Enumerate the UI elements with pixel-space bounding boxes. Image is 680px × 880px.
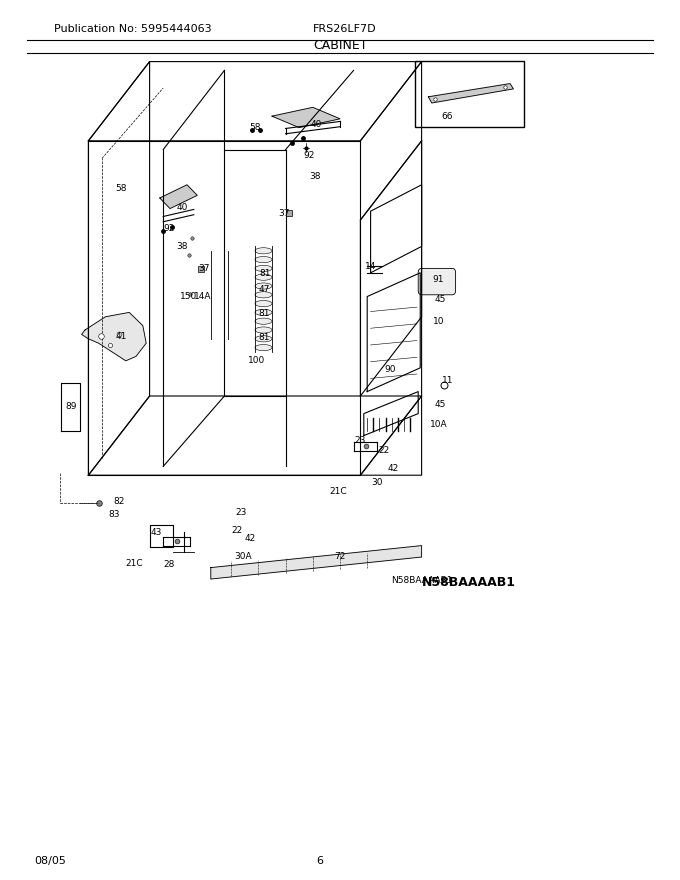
Text: 40: 40 [311, 121, 322, 129]
Text: 90: 90 [385, 365, 396, 374]
Text: 40: 40 [177, 203, 188, 212]
Ellipse shape [255, 344, 272, 351]
Text: 30: 30 [372, 478, 383, 487]
Text: 89: 89 [66, 402, 77, 411]
Text: 92: 92 [163, 224, 174, 233]
Bar [415, 61, 524, 127]
Ellipse shape [255, 319, 272, 325]
Text: 41: 41 [116, 332, 126, 341]
Text: 22: 22 [231, 526, 242, 535]
Text: 100: 100 [248, 356, 266, 365]
Polygon shape [82, 312, 146, 361]
FancyBboxPatch shape [418, 268, 456, 295]
Text: 28: 28 [163, 561, 174, 569]
Text: 81: 81 [258, 309, 269, 318]
Text: 66: 66 [442, 112, 453, 121]
Text: 14: 14 [365, 262, 376, 271]
Text: 10A: 10A [430, 420, 447, 429]
Text: N58BAAAAB1: N58BAAAAB1 [391, 576, 452, 585]
Text: 37: 37 [279, 209, 290, 218]
Text: 81: 81 [260, 269, 271, 278]
Ellipse shape [255, 257, 272, 263]
Text: 21C: 21C [126, 559, 143, 568]
Polygon shape [272, 107, 340, 128]
Text: N58BAAAAB1: N58BAAAAB1 [422, 576, 515, 589]
Text: 23: 23 [236, 508, 247, 517]
Text: 58: 58 [116, 184, 126, 193]
Ellipse shape [255, 283, 272, 290]
Ellipse shape [255, 309, 272, 316]
Text: 72: 72 [335, 552, 345, 561]
Text: 47: 47 [258, 285, 269, 294]
Polygon shape [428, 84, 513, 103]
Text: 91: 91 [433, 275, 444, 284]
Text: Publication No: 5995444063: Publication No: 5995444063 [54, 24, 212, 34]
Polygon shape [160, 185, 197, 209]
Text: 10: 10 [433, 317, 444, 326]
Text: 45: 45 [435, 295, 446, 304]
Text: 42: 42 [388, 464, 398, 473]
Text: 43: 43 [151, 528, 162, 537]
Text: 83: 83 [109, 510, 120, 519]
Ellipse shape [255, 248, 272, 254]
Text: 82: 82 [114, 497, 124, 506]
Text: 42: 42 [245, 534, 256, 543]
Text: 37: 37 [199, 264, 209, 273]
Text: 38: 38 [177, 242, 188, 251]
Text: 81: 81 [258, 333, 269, 341]
Text: 08/05: 08/05 [34, 855, 66, 866]
Ellipse shape [255, 275, 272, 281]
Text: 11: 11 [442, 376, 453, 385]
Text: 45: 45 [435, 400, 446, 409]
Text: 23: 23 [355, 436, 366, 445]
Text: CABINET: CABINET [313, 40, 367, 52]
Ellipse shape [255, 335, 272, 342]
Text: 21C: 21C [330, 487, 347, 495]
Polygon shape [211, 546, 422, 579]
Text: 22: 22 [379, 446, 390, 455]
Text: 30A: 30A [235, 552, 252, 561]
Text: 38: 38 [309, 172, 320, 180]
Text: 150: 150 [180, 292, 198, 301]
Text: 6: 6 [316, 855, 323, 866]
Text: 14A: 14A [194, 292, 211, 301]
Ellipse shape [255, 266, 272, 272]
Ellipse shape [255, 292, 272, 298]
Text: 58: 58 [250, 123, 260, 132]
Text: FRS26LF7D: FRS26LF7D [313, 24, 377, 34]
Text: 92: 92 [304, 151, 315, 160]
Ellipse shape [255, 301, 272, 307]
Ellipse shape [255, 326, 272, 334]
